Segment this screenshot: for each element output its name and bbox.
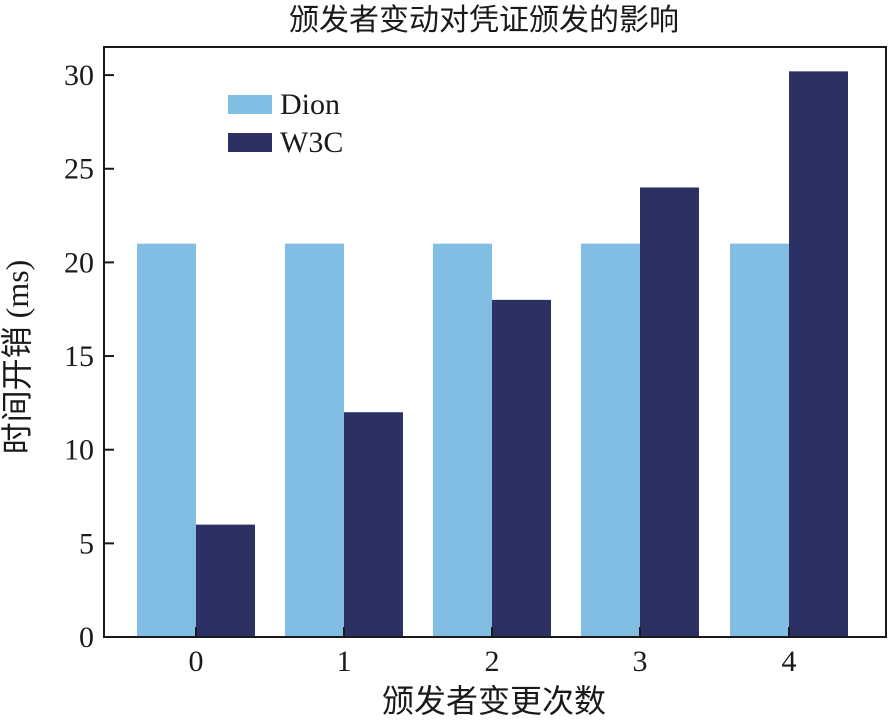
x-tick-label: 2 [485, 645, 500, 678]
legend-swatch-w3c [228, 133, 272, 152]
legend: Dion W3C [228, 88, 343, 159]
plot-frame [103, 46, 887, 638]
x-tick-label: 0 [189, 645, 204, 678]
y-tick-label: 20 [64, 246, 94, 279]
y-tick-label: 0 [79, 621, 94, 654]
bar-w3c-4 [789, 71, 848, 638]
y-tick-label: 10 [64, 434, 94, 467]
y-axis: 0 5 10 15 20 25 30 [64, 59, 114, 654]
bar-dion-0 [137, 243, 196, 637]
bar-w3c-3 [640, 187, 699, 637]
y-tick-label: 30 [64, 59, 94, 92]
bar-w3c-2 [492, 299, 551, 637]
bar-dion-3 [581, 243, 640, 637]
y-tick-label: 25 [64, 153, 94, 186]
legend-label-w3c: W3C [280, 126, 343, 159]
x-axis-title: 颁发者变更次数 [382, 683, 606, 719]
x-tick-label: 4 [782, 645, 797, 678]
y-tick-label: 15 [64, 340, 94, 373]
legend-label-dion: Dion [280, 88, 340, 121]
bar-dion-4 [730, 243, 789, 637]
x-tick-label: 3 [633, 645, 648, 678]
y-tick-label: 5 [79, 527, 94, 560]
chart-title: 颁发者变动对凭证颁发的影响 [289, 4, 679, 37]
bar-dion-2 [433, 243, 492, 637]
legend-swatch-dion [228, 95, 272, 114]
bar-w3c-0 [196, 524, 255, 637]
y-axis-title: 时间开销 (ms) [0, 260, 35, 455]
bars-layer [137, 71, 848, 638]
x-axis: 0 1 2 3 4 [189, 627, 797, 678]
bar-dion-1 [285, 243, 344, 637]
bar-w3c-1 [344, 412, 403, 637]
x-tick-label: 1 [337, 645, 352, 678]
